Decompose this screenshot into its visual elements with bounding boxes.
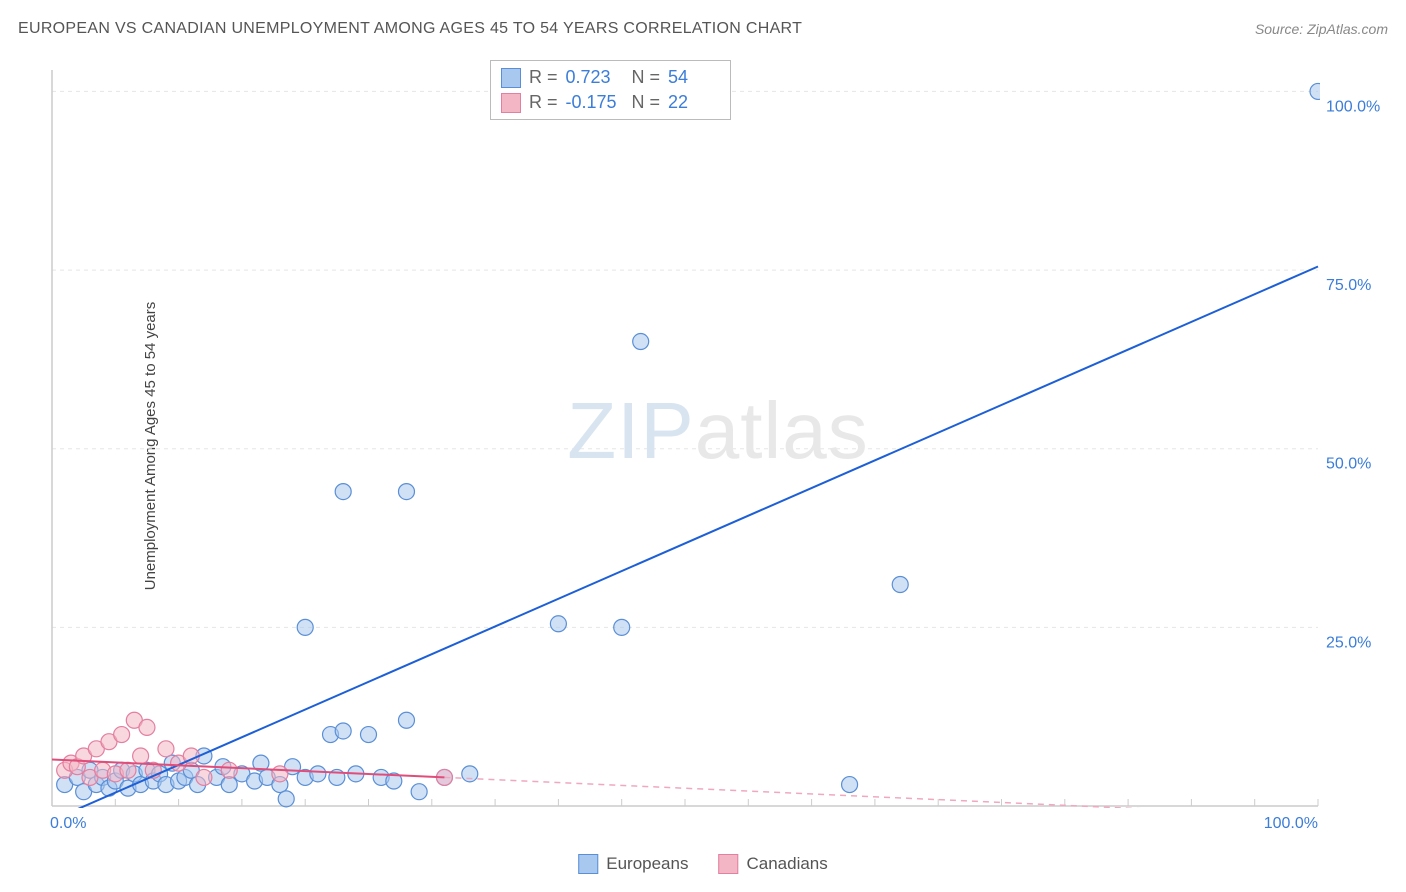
stats-n-value: 22 <box>668 92 720 113</box>
data-point <box>633 334 649 350</box>
data-point <box>398 484 414 500</box>
data-point <box>361 727 377 743</box>
data-point <box>221 762 237 778</box>
data-point <box>842 777 858 793</box>
stats-n-value: 54 <box>668 67 720 88</box>
data-point <box>614 619 630 635</box>
data-point <box>158 741 174 757</box>
scatter-plot-svg: 25.0% 50.0% 75.0% 100.0% 0.0% 100.0% <box>48 58 1388 836</box>
stats-swatch <box>501 93 521 113</box>
legend-label: Canadians <box>746 854 827 874</box>
data-point <box>297 619 313 635</box>
x-tick-label: 100.0% <box>1264 815 1318 832</box>
data-point <box>398 712 414 728</box>
series-legend: Europeans Canadians <box>578 854 828 874</box>
stats-swatch <box>501 68 521 88</box>
trend-line-extension <box>444 777 1318 816</box>
data-point <box>411 784 427 800</box>
chart-header: EUROPEAN VS CANADIAN UNEMPLOYMENT AMONG … <box>18 20 1388 38</box>
stats-r-value: 0.723 <box>566 67 618 88</box>
y-tick-label: 100.0% <box>1326 98 1380 115</box>
data-point <box>310 766 326 782</box>
stats-r-label: R = <box>529 67 558 88</box>
stats-n-label: N = <box>632 92 661 113</box>
data-point <box>139 719 155 735</box>
data-point <box>550 616 566 632</box>
x-tick-label: 0.0% <box>50 815 86 832</box>
stats-row: R = -0.175 N = 22 <box>501 90 720 115</box>
stats-n-label: N = <box>632 67 661 88</box>
y-tick-label: 50.0% <box>1326 456 1371 473</box>
data-point <box>462 766 478 782</box>
stats-row: R = 0.723 N = 54 <box>501 65 720 90</box>
legend-item: Europeans <box>578 854 688 874</box>
legend-label: Europeans <box>606 854 688 874</box>
data-point <box>892 576 908 592</box>
legend-item: Canadians <box>718 854 827 874</box>
y-tick-label: 25.0% <box>1326 634 1371 651</box>
data-point <box>221 777 237 793</box>
chart-title: EUROPEAN VS CANADIAN UNEMPLOYMENT AMONG … <box>18 20 802 38</box>
legend-swatch <box>578 854 598 874</box>
data-point <box>196 769 212 785</box>
data-point <box>114 727 130 743</box>
data-point <box>272 766 288 782</box>
correlation-stats-box: R = 0.723 N = 54 R = -0.175 N = 22 <box>490 60 731 120</box>
data-point <box>133 748 149 764</box>
chart-source: Source: ZipAtlas.com <box>1255 21 1388 37</box>
legend-swatch <box>718 854 738 874</box>
trend-line <box>52 267 1318 821</box>
y-tick-label: 75.0% <box>1326 277 1371 294</box>
stats-r-label: R = <box>529 92 558 113</box>
data-point <box>1310 83 1326 99</box>
data-point <box>278 791 294 807</box>
data-point <box>335 723 351 739</box>
data-point <box>335 484 351 500</box>
stats-r-value: -0.175 <box>566 92 618 113</box>
chart-plot-area: 25.0%50.0%75.0%100.0%0.0%100.0% ZIPatlas <box>48 58 1388 836</box>
data-point <box>120 762 136 778</box>
